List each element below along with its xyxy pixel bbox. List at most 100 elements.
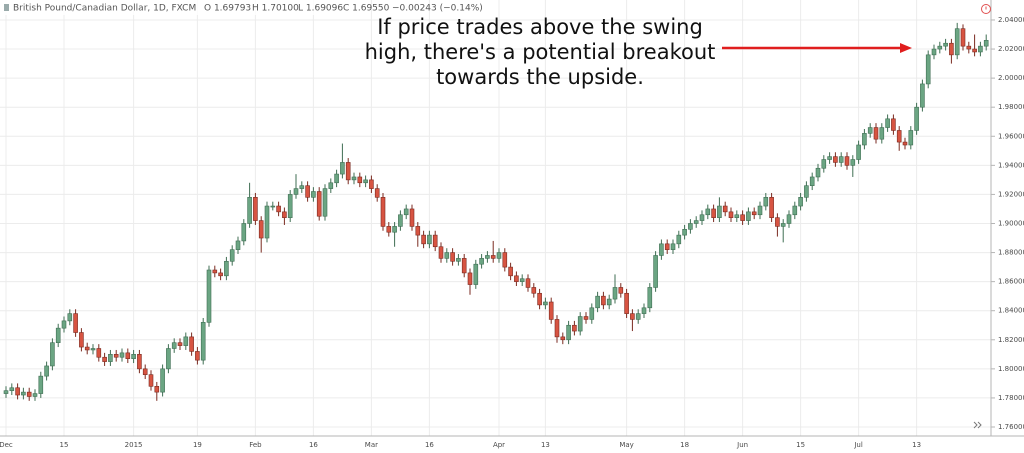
alert-icon[interactable]: [981, 4, 991, 14]
candle-body: [84, 346, 90, 351]
y-tick-label: 1.78000: [998, 394, 1024, 402]
candle-body: [467, 272, 473, 285]
candle-body: [583, 316, 589, 320]
candle-body: [450, 252, 455, 262]
annotation-line: high, there's a potential breakout: [365, 40, 716, 64]
candle-body: [949, 42, 954, 56]
y-tick-label: 1.92000: [998, 190, 1024, 198]
x-tick-label: Jun: [736, 441, 748, 449]
x-tick-label: May: [619, 441, 633, 449]
candle-body: [850, 159, 856, 166]
candle-body: [514, 275, 519, 282]
candle-body: [908, 130, 914, 146]
candle-body: [705, 208, 711, 216]
scroll-icon[interactable]: [977, 421, 982, 429]
candle-body: [606, 298, 612, 306]
x-tick-label: 16: [309, 441, 318, 449]
candle-body: [589, 307, 595, 320]
candle-body: [328, 182, 334, 189]
candle-body: [502, 252, 508, 268]
candle-body: [21, 391, 26, 396]
candle-body: [838, 156, 844, 163]
candle-body: [421, 234, 426, 245]
candle-body: [403, 208, 409, 216]
candles: [3, 22, 989, 401]
candle-body: [780, 223, 786, 227]
candle-body: [270, 205, 276, 208]
candle-body: [293, 188, 299, 195]
x-tick-label: Dec: [0, 441, 13, 449]
candle-body: [635, 313, 641, 320]
x-tick-label: Mar: [365, 441, 378, 449]
y-tick-label: 1.96000: [998, 132, 1024, 140]
candle-body: [641, 307, 647, 314]
candle-body: [734, 214, 740, 218]
candle-body: [972, 48, 977, 53]
candle-body: [885, 118, 890, 128]
candle-body: [798, 197, 803, 207]
candle-body: [247, 197, 252, 224]
candle-body: [931, 48, 937, 56]
x-tick-label: 18: [680, 441, 689, 449]
y-tick-label: 1.82000: [998, 336, 1024, 344]
last-close: C 1.69550: [343, 4, 390, 14]
candle-body: [815, 167, 821, 178]
candle-body: [543, 301, 548, 306]
candle-body: [914, 106, 919, 131]
candle-body: [73, 313, 78, 333]
candle-body: [171, 342, 177, 349]
candle-body: [682, 229, 687, 236]
candle-body: [775, 217, 780, 227]
candle-body: [572, 324, 577, 332]
candle-body: [833, 156, 838, 163]
candle-body: [821, 159, 827, 169]
candle-body: [380, 197, 386, 227]
candle-body: [937, 45, 943, 50]
candle-body: [148, 374, 154, 387]
candle-body: [519, 278, 525, 282]
candle-body: [299, 185, 305, 189]
candle-body: [61, 320, 67, 329]
candle-body: [287, 194, 293, 218]
candle-body: [670, 243, 676, 250]
candle-body: [525, 278, 531, 288]
y-tick-label: 1.98000: [998, 103, 1024, 111]
scroll-icon[interactable]: [973, 421, 978, 429]
candle-body: [688, 223, 693, 230]
candle-body: [461, 258, 467, 274]
annotation-line: If price trades above the swing: [377, 15, 703, 39]
candle-body: [166, 348, 171, 370]
candle-body: [490, 255, 496, 259]
candle-body: [896, 130, 902, 143]
candle-body: [537, 292, 542, 306]
x-tick-label: 15: [796, 441, 805, 449]
candle-body: [154, 386, 160, 393]
y-tick-label: 1.84000: [998, 307, 1024, 315]
candle-body: [653, 255, 658, 288]
candle-body: [618, 287, 624, 294]
candle-body: [966, 45, 972, 50]
candle-body: [479, 258, 484, 265]
candle-body: [50, 342, 55, 367]
candle-body: [235, 240, 241, 250]
candle-body: [125, 352, 131, 359]
candle-body: [751, 211, 757, 216]
candle-body: [711, 208, 716, 218]
candle-body: [398, 214, 403, 227]
candle-body: [131, 354, 136, 359]
header-bg: [0, 0, 330, 15]
candle-body: [241, 223, 247, 242]
last-open: O 1.69793: [204, 4, 251, 14]
candle-body: [55, 327, 61, 343]
candle-body: [746, 211, 751, 221]
candle-body: [44, 365, 49, 377]
x-tick-label: 15: [60, 441, 69, 449]
candle-body: [862, 133, 867, 146]
candle-body: [485, 255, 490, 259]
candle-body: [374, 188, 380, 198]
candle-body: [26, 391, 32, 397]
candle-body: [925, 54, 931, 85]
candle-body: [282, 211, 287, 218]
candle-body: [438, 246, 444, 259]
